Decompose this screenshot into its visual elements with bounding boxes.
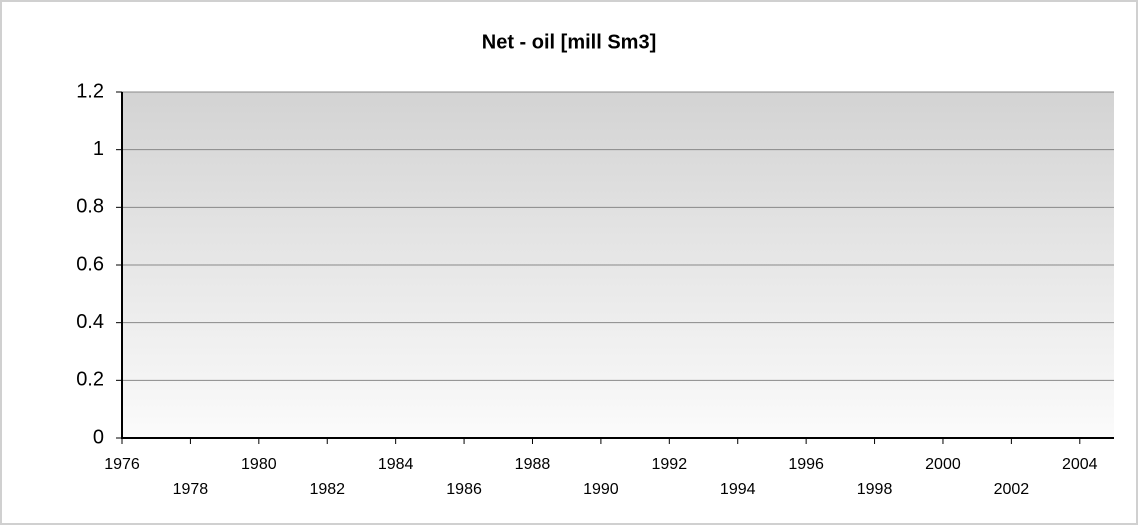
y-tick-label: 1.2 [76, 80, 104, 102]
x-tick-label: 1982 [309, 481, 345, 498]
x-tick-label: 1986 [446, 481, 482, 498]
x-tick-label: 1994 [720, 481, 756, 498]
x-tick-label: 1984 [378, 456, 414, 473]
y-tick-label: 0 [93, 426, 104, 448]
y-tick-label: 0.4 [76, 311, 104, 333]
x-tick-label: 1978 [173, 481, 209, 498]
chart-title: Net - oil [mill Sm3] [482, 31, 656, 53]
x-tick-label: 1980 [241, 456, 277, 473]
x-tick-label: 1988 [515, 456, 551, 473]
x-tick-label: 2002 [994, 481, 1030, 498]
y-tick-label: 0.6 [76, 253, 104, 275]
y-tick-label: 0.8 [76, 196, 104, 218]
x-tick-label: 1996 [788, 456, 824, 473]
x-tick-label: 1976 [104, 456, 140, 473]
x-tick-label: 2004 [1062, 456, 1098, 473]
x-tick-label: 1992 [652, 456, 688, 473]
x-tick-label: 1998 [857, 481, 893, 498]
y-tick-label: 1 [93, 138, 104, 160]
x-tick-label: 1990 [583, 481, 619, 498]
x-tick-label: 2000 [925, 456, 961, 473]
y-tick-label: 0.2 [76, 369, 104, 391]
